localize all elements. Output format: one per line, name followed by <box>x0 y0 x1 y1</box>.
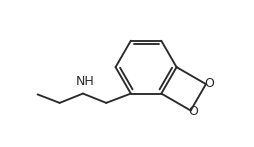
Text: NH: NH <box>75 75 94 88</box>
Text: O: O <box>189 105 199 118</box>
Text: O: O <box>204 77 214 90</box>
